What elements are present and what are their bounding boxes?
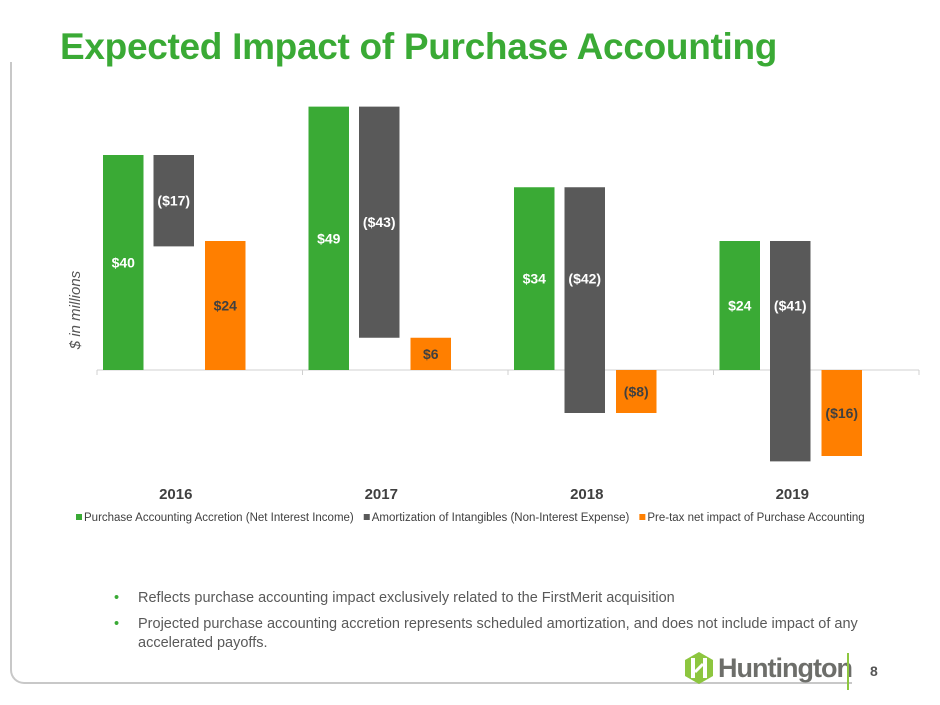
decorative-frame: [10, 62, 852, 684]
data-label: ($41): [774, 298, 807, 314]
data-label: ($43): [363, 214, 396, 230]
data-label: $34: [523, 271, 547, 287]
bar-net-impact: [821, 370, 862, 456]
footer-divider: [847, 653, 849, 690]
legend-swatch: [76, 514, 82, 520]
legend-entry: Pre-tax net impact of Purchase Accountin…: [647, 512, 864, 524]
legend-entry: Amortization of Intangibles (Non-Interes…: [372, 512, 630, 524]
bullet-item: Projected purchase accounting accretion …: [114, 615, 934, 653]
data-label: ($17): [157, 193, 190, 209]
bar-accretion: [719, 241, 760, 370]
x-tick-label: 2019: [776, 486, 809, 503]
data-label: ($42): [568, 271, 601, 287]
waterfall-chart: $ in millions $40 ($17) $24 2016 $49 ($43) $6 20…: [67, 106, 920, 524]
data-label: $24: [214, 298, 238, 314]
x-tick-label: 2017: [365, 486, 398, 503]
x-tick-label: 2018: [570, 486, 603, 503]
bar-accretion: [103, 155, 144, 370]
data-label: $24: [728, 298, 752, 314]
bar-amortization: [153, 155, 194, 247]
legend-entry: Purchase Accounting Accretion (Net Inter…: [84, 512, 354, 524]
bullet-item: Reflects purchase accounting impact excl…: [114, 589, 934, 608]
page-number: 8: [870, 663, 878, 679]
bar-net-impact: [616, 370, 657, 413]
bar-amortization: [359, 106, 400, 338]
logo-wordmark: Huntington: [718, 652, 853, 683]
y-axis-label: $ in millions: [67, 270, 84, 350]
data-label: ($16): [825, 405, 858, 421]
legend-swatch: [639, 514, 646, 520]
slide-title: Expected Impact of Purchase Accounting: [60, 26, 778, 67]
bar-amortization: [770, 241, 811, 462]
data-label: $40: [112, 255, 136, 271]
bar-net-impact: [410, 337, 451, 370]
bar-accretion: [514, 187, 555, 370]
data-label: ($8): [624, 384, 649, 400]
bar-net-impact: [205, 241, 246, 370]
data-label: $49: [317, 230, 341, 246]
bar-amortization: [564, 187, 605, 413]
data-label: $6: [423, 346, 439, 362]
bullet-list: Reflects purchase accounting impact excl…: [74, 589, 934, 660]
bar-accretion: [308, 106, 349, 370]
legend-swatch: [363, 514, 370, 520]
x-tick-label: 2016: [159, 486, 192, 503]
huntington-logo-icon: [685, 652, 713, 684]
huntington-logo: Huntington: [684, 652, 853, 684]
